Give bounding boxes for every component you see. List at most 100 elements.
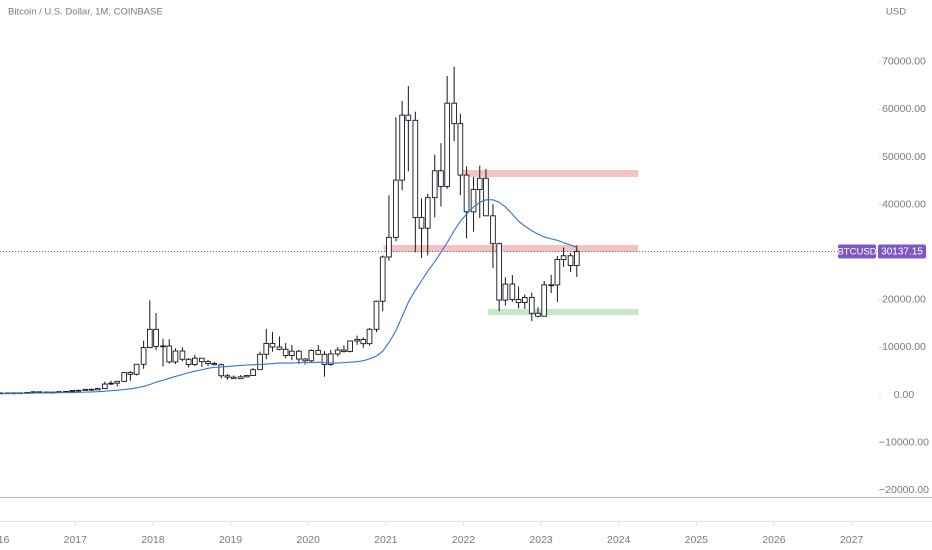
candle-body xyxy=(244,375,250,378)
candle-body xyxy=(483,177,489,217)
candle-body xyxy=(548,284,555,287)
candle-body xyxy=(444,102,450,187)
candle-body xyxy=(515,299,522,304)
candle-body xyxy=(490,215,496,245)
candle-body xyxy=(160,345,166,348)
y-tick-label: 50000.00 xyxy=(882,151,926,163)
candle-body xyxy=(289,350,295,356)
y-tick-label: 70000.00 xyxy=(882,56,926,68)
candle-body xyxy=(438,170,444,187)
x-tick-label: 2024 xyxy=(607,534,631,546)
candle-body xyxy=(412,119,419,218)
candle-body xyxy=(573,251,580,266)
x-tick-label: 2027 xyxy=(840,534,864,546)
candle-body xyxy=(541,284,548,317)
x-tick-label: 2017 xyxy=(64,534,88,546)
candle-body xyxy=(224,375,231,378)
candle-body xyxy=(354,339,360,342)
candle-body xyxy=(535,312,541,317)
candle-body xyxy=(127,372,134,375)
candle-body xyxy=(302,358,308,362)
candle-body xyxy=(347,340,353,352)
candle-body xyxy=(463,174,470,213)
candle-body xyxy=(101,383,108,390)
candle-body xyxy=(424,197,431,229)
candle-body xyxy=(502,283,509,301)
candle-body xyxy=(108,382,114,385)
candle-body xyxy=(230,376,237,380)
candle-body xyxy=(476,177,483,190)
candle-body xyxy=(211,363,218,366)
candle-body xyxy=(94,388,101,391)
candle-body xyxy=(75,389,82,392)
candle-body xyxy=(114,380,121,384)
candle-body xyxy=(470,189,477,213)
candle-body xyxy=(166,345,173,363)
candle-body xyxy=(360,339,367,345)
candle-body xyxy=(179,350,186,360)
candle-body xyxy=(82,388,89,391)
candle-body xyxy=(315,350,322,355)
candle-body xyxy=(327,353,334,365)
axes: −20000.00 −10000.00 0.00 10000.00 20000.00 30… xyxy=(0,56,929,546)
candle-body xyxy=(418,216,425,229)
candle-body xyxy=(451,102,457,125)
candle-body xyxy=(88,388,95,391)
zone xyxy=(488,308,639,315)
candle-body xyxy=(308,350,315,362)
y-tick-label: 20000.00 xyxy=(882,294,926,306)
candle-body xyxy=(457,123,464,176)
candle-body xyxy=(560,255,567,260)
candle-body xyxy=(296,350,302,360)
candle-body xyxy=(121,372,128,382)
candle-body xyxy=(147,328,153,349)
candle-body xyxy=(257,353,263,371)
y-tick-label: 40000.00 xyxy=(882,198,926,210)
candle-body xyxy=(237,376,244,380)
candle-body xyxy=(153,328,159,347)
x-tick-label: 2018 xyxy=(141,534,165,546)
zone xyxy=(462,169,639,177)
currency-label: USD xyxy=(886,7,906,18)
x-tick-label: 2023 xyxy=(529,534,553,546)
candle-body xyxy=(276,346,283,350)
candle-body xyxy=(373,300,380,330)
candle-body xyxy=(386,236,392,258)
y-tick-label: −20000.00 xyxy=(879,484,929,496)
candle-body xyxy=(269,343,276,348)
candle-body xyxy=(521,297,528,304)
candle-body xyxy=(30,391,37,394)
zone xyxy=(383,245,639,252)
x-tick-label: 2021 xyxy=(374,534,398,546)
candle-body xyxy=(69,389,76,392)
y-tick-label: −10000.00 xyxy=(879,436,929,448)
x-tick-label: 2022 xyxy=(452,534,476,546)
candle-body xyxy=(133,363,140,375)
price-tag xyxy=(878,244,926,259)
candle-body xyxy=(321,353,328,365)
candle-body xyxy=(405,114,412,121)
y-tick-label: 0.00 xyxy=(894,389,915,401)
candle-body xyxy=(567,255,574,266)
candle-body xyxy=(172,350,179,363)
candle-body xyxy=(341,349,347,352)
chart-title: Bitcoin / U.S. Dollar, 1M, COINBASE xyxy=(8,7,163,18)
candle-body xyxy=(263,343,270,355)
candle-body xyxy=(218,364,225,377)
candle-body xyxy=(393,179,399,238)
x-tick-label: 2020 xyxy=(297,534,321,546)
symbol-tag-label: BTCUSD xyxy=(837,247,876,258)
candle-body xyxy=(366,328,373,345)
candle-body xyxy=(185,358,192,365)
price-tag-label: 30137.15 xyxy=(881,247,923,258)
candle-body xyxy=(140,347,147,365)
x-tick-label: 2026 xyxy=(762,534,786,546)
symbol-tag xyxy=(838,244,876,259)
plot-area xyxy=(0,66,878,395)
candle-body xyxy=(199,357,205,363)
candle-body xyxy=(192,357,198,365)
candle-body xyxy=(205,361,211,364)
